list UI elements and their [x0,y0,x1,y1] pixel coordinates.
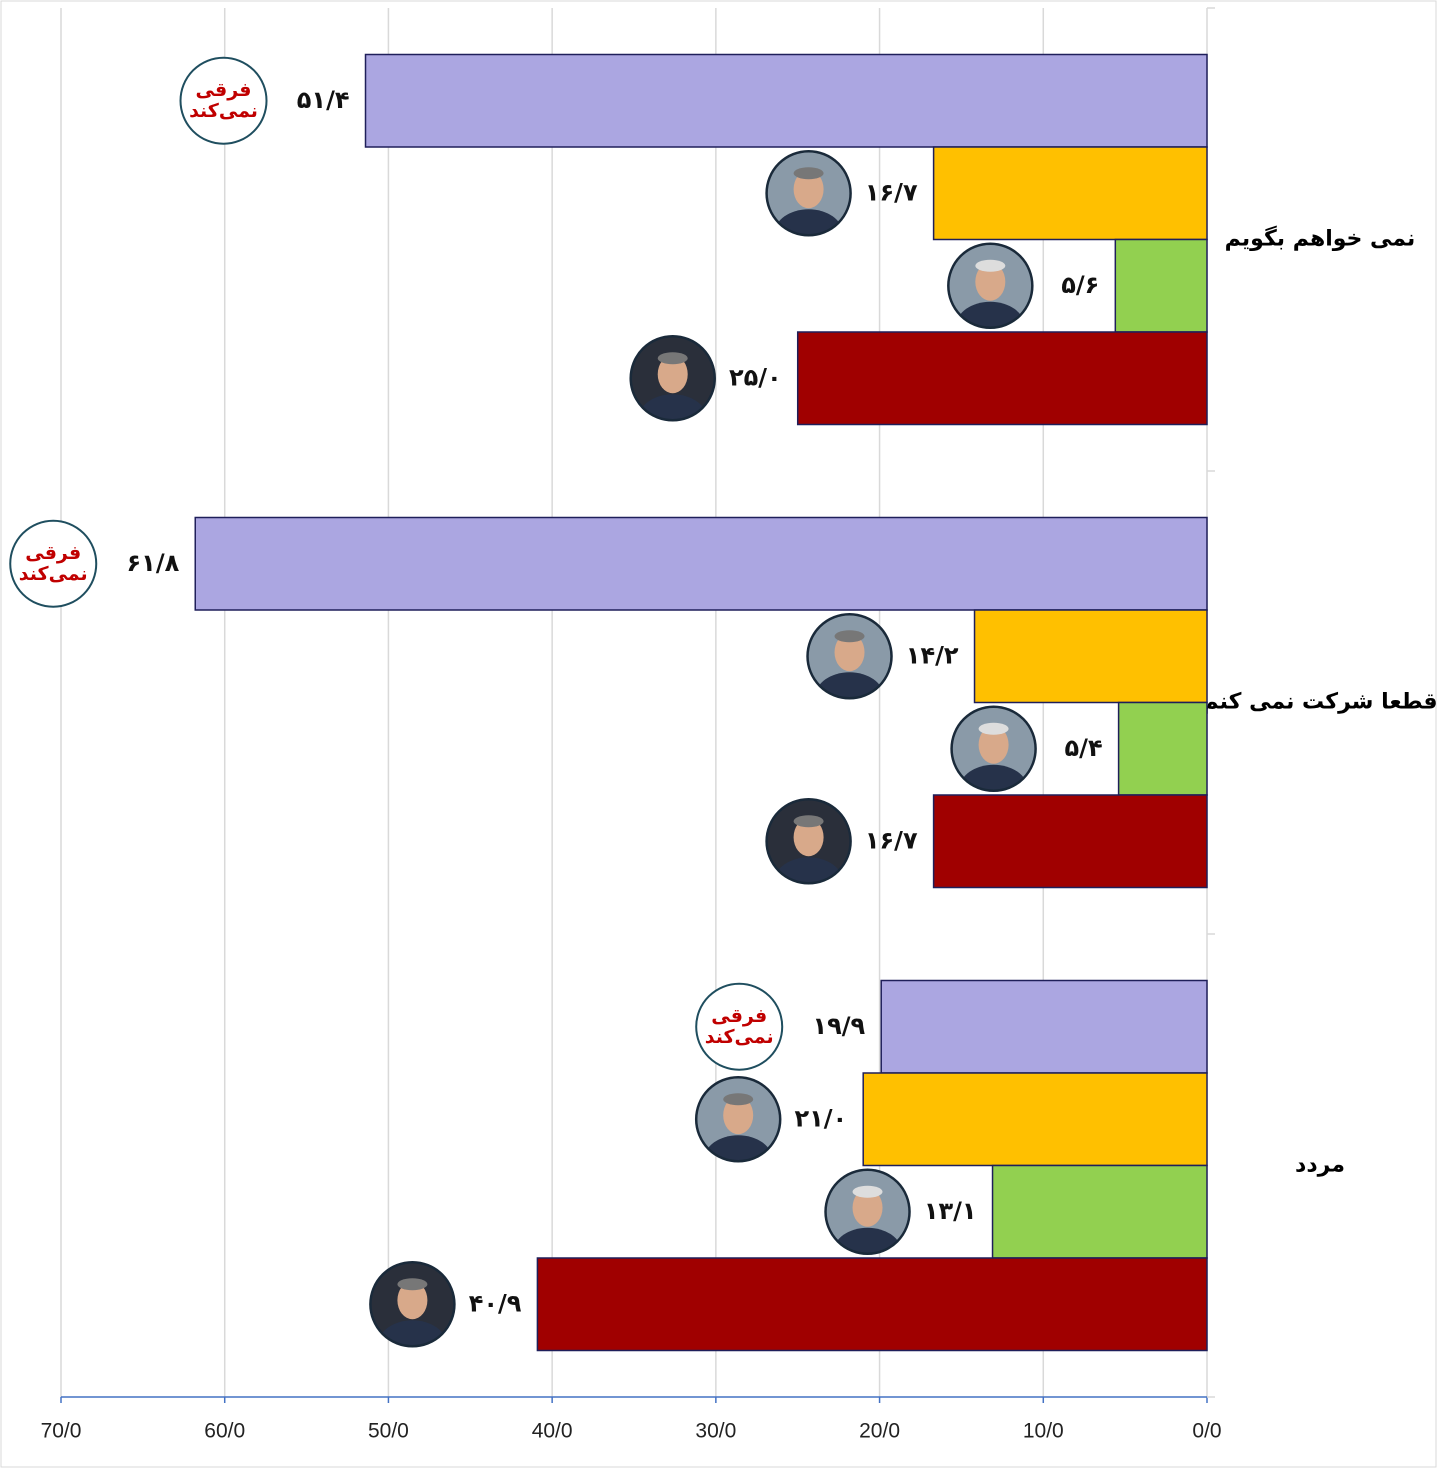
photo-hair [397,1278,428,1291]
candidate-photo [806,613,893,700]
badge: فرقی نمی‌کند [189,78,258,122]
x-tick-label: 10/0 [1023,1420,1064,1443]
data-label: ۱۹/۹ [812,1012,865,1040]
y-category-label: نمی خواهم بگویم [1225,225,1416,252]
bar [194,516,1208,611]
data-label: ۲۵/۰ [729,363,782,391]
photo-face [723,1096,754,1135]
photo-face [793,818,824,857]
data-label: ۱۳/۱ [924,1197,977,1225]
photo-face [397,1281,428,1320]
data-label: ۲۱/۰ [794,1104,847,1132]
badge-text: فرقی نمی‌کند [18,541,88,585]
bar [536,1257,1208,1352]
photo-border [765,798,852,885]
data-label: ۵/۴ [1065,734,1103,762]
photo-body [774,209,843,236]
data-label: ۶۱/۸ [127,549,180,577]
photo-hair [793,815,824,828]
photo-hair [975,259,1006,272]
bar [932,794,1208,889]
x-tick-label: 30/0 [695,1420,736,1443]
photo-hair [723,1093,754,1106]
candidate-photo [694,1076,782,1163]
data-label: ۵۱/۴ [297,86,350,114]
photo-face [975,262,1006,301]
candidate-photo [765,150,852,237]
photo-face [793,170,824,209]
photo-border [765,150,852,237]
x-tick-label: 0/0 [1192,1420,1221,1443]
data-label: ۴۰/۹ [469,1289,522,1317]
photo-face [978,725,1009,764]
x-tick-label: 70/0 [41,1420,82,1443]
candidate-photo [824,1168,911,1255]
candidate-photo [629,335,716,422]
badge: فرقی نمی‌کند [18,541,88,585]
photo-face [834,633,865,672]
data-label: ۱۶/۷ [865,826,918,854]
photo-hair [793,167,824,180]
data-label: ۱۶/۷ [865,178,918,206]
candidate-photo [950,705,1037,792]
photo-hair [834,630,865,643]
photo-border [369,1261,456,1348]
photo-border [950,705,1037,792]
photo-body [638,394,707,421]
bar [973,609,1208,704]
photo-hair [852,1185,883,1198]
data-label: ۱۴/۲ [906,641,959,669]
photo-border [824,1168,911,1255]
badge-text: فرقی نمی‌کند [189,78,258,122]
bar [364,53,1208,148]
photo-body [815,672,884,699]
photo-border [629,335,716,422]
bar [862,1072,1208,1167]
bar [991,1164,1208,1259]
y-category-label: قطعا شرکت نمی کنم [1202,690,1437,715]
bar [1114,238,1208,333]
photo-body [378,1320,447,1347]
x-tick-label: 20/0 [859,1420,900,1443]
bar [932,146,1208,241]
bar [796,331,1208,426]
x-tick-label: 40/0 [532,1420,573,1443]
candidate-photo [765,798,852,885]
badge-text: فرقی نمی‌کند [704,1004,774,1048]
photo-hair [657,352,688,365]
photo-border [947,242,1034,329]
photo-body [704,1135,773,1162]
x-tick-label: 60/0 [204,1420,245,1443]
photo-body [833,1227,902,1254]
photo-body [956,301,1025,328]
badge-circle [9,519,98,608]
bar [1117,701,1208,796]
bar [880,979,1208,1074]
candidate-photo [947,242,1034,329]
photo-body [959,764,1028,791]
x-tick-label: 50/0 [368,1420,409,1443]
photo-body [774,857,843,884]
photo-hair [978,722,1009,735]
data-label: ۵/۶ [1061,271,1099,299]
candidate-photo [369,1261,456,1348]
badge-circle [179,56,268,145]
badge-circle [695,982,784,1071]
photo-border [694,1076,782,1163]
y-category-label: مردد [1295,1153,1345,1178]
badge: فرقی نمی‌کند [704,1004,774,1048]
photo-face [657,355,688,394]
photo-border [806,613,893,700]
photo-face [852,1188,883,1227]
